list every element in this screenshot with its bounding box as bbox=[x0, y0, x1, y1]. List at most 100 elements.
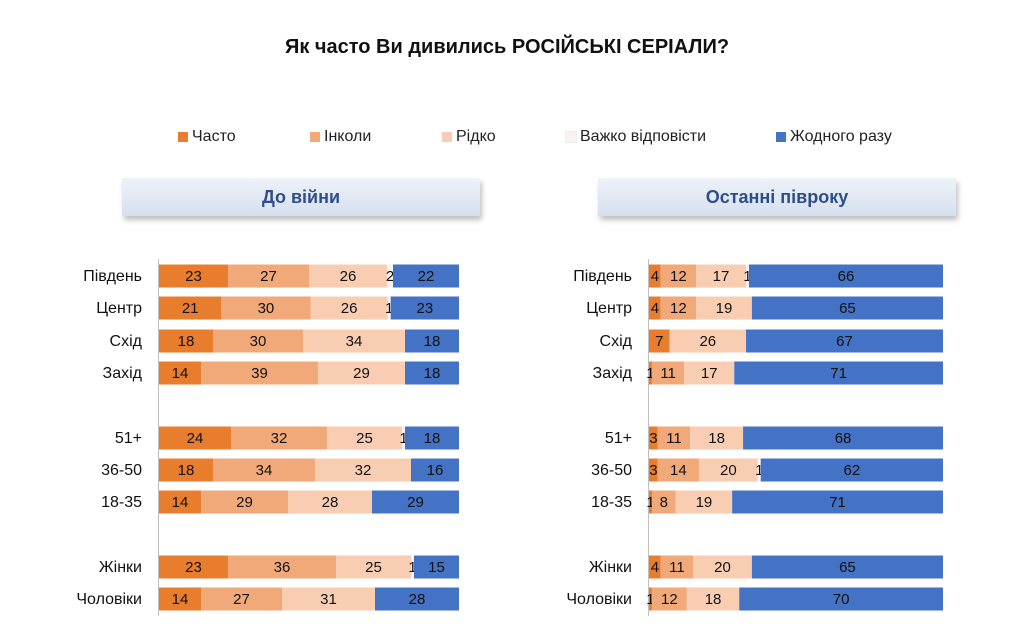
bar-segment bbox=[159, 555, 228, 579]
bar-segment bbox=[213, 458, 315, 482]
category-label: Центр bbox=[586, 300, 632, 317]
data-label: 66 bbox=[838, 268, 855, 285]
bar-segment bbox=[675, 490, 733, 514]
data-label: 23 bbox=[416, 300, 433, 317]
category-label: Жінки bbox=[589, 559, 632, 576]
category-label: Центр bbox=[96, 300, 142, 317]
bar-segment bbox=[693, 555, 752, 579]
data-label: 30 bbox=[258, 300, 275, 317]
legend-item-sometimes: Інколи bbox=[310, 128, 371, 146]
bar-segment bbox=[405, 361, 459, 385]
bar-segment bbox=[649, 264, 661, 288]
data-label: 7 bbox=[655, 333, 663, 350]
bar-segment bbox=[751, 296, 943, 320]
bar-segment bbox=[732, 490, 943, 514]
chart-title: Як часто Ви дивились РОСІЙСЬКІ СЕРІАЛИ? bbox=[284, 36, 730, 58]
bar-segment bbox=[393, 264, 459, 288]
legend-label-sometimes: Інколи bbox=[324, 128, 372, 145]
legend-label-rarely: Рідко bbox=[456, 128, 496, 145]
category-label: 36-50 bbox=[591, 462, 632, 479]
bar-segment bbox=[159, 490, 201, 514]
legend-item-rarely: Рідко bbox=[442, 128, 496, 146]
data-label: 18 bbox=[424, 430, 441, 447]
data-label: 2 bbox=[386, 268, 394, 285]
bar-segment bbox=[748, 264, 943, 288]
legend-item-never: Жодного разу bbox=[776, 128, 892, 146]
data-label: 1 bbox=[408, 559, 416, 576]
legend-swatch-often bbox=[178, 132, 188, 142]
data-label: 68 bbox=[835, 430, 852, 447]
data-label: 3 bbox=[649, 430, 657, 447]
legend: Часто Інколи Рідко Важко відповісти Жодн… bbox=[0, 128, 1014, 152]
data-label: 18 bbox=[705, 591, 722, 608]
category-label: Чоловіки bbox=[566, 591, 632, 608]
data-label: 27 bbox=[260, 268, 277, 285]
panel-header-before-war: До війни bbox=[122, 178, 480, 216]
bar-segment bbox=[213, 329, 303, 353]
legend-item-hard-to-say: Важко відповісти bbox=[565, 128, 706, 146]
category-label: Схід bbox=[110, 333, 143, 350]
data-label: 24 bbox=[187, 430, 204, 447]
bar-segment bbox=[159, 361, 201, 385]
data-label: 23 bbox=[185, 559, 202, 576]
bar-segment bbox=[318, 361, 405, 385]
data-label: 32 bbox=[355, 462, 372, 479]
bar-segment bbox=[649, 296, 661, 320]
bar-segment bbox=[387, 264, 393, 288]
bar-segment bbox=[201, 490, 288, 514]
bar-segment bbox=[387, 296, 391, 320]
bar-segment bbox=[649, 458, 658, 482]
data-label: 8 bbox=[660, 494, 668, 511]
bar-segment bbox=[660, 296, 697, 320]
data-label: 28 bbox=[322, 494, 339, 511]
bar-segment bbox=[649, 555, 661, 579]
data-label: 11 bbox=[669, 559, 685, 576]
bar-segment bbox=[221, 296, 311, 320]
data-label: 4 bbox=[651, 268, 659, 285]
bar-segment bbox=[690, 426, 744, 450]
bar-segment bbox=[657, 458, 699, 482]
data-label: 18 bbox=[424, 365, 441, 382]
bar-segment bbox=[411, 458, 459, 482]
bar-segment bbox=[739, 587, 943, 611]
category-label: Жінки bbox=[99, 559, 142, 576]
data-label: 16 bbox=[427, 462, 444, 479]
data-label: 1 bbox=[646, 494, 654, 511]
bar-segment bbox=[411, 555, 414, 579]
data-label: 1 bbox=[385, 300, 393, 317]
data-label: 34 bbox=[346, 333, 363, 350]
bar-segment bbox=[309, 264, 387, 288]
legend-swatch-hard-to-say bbox=[565, 131, 577, 143]
category-label: Південь bbox=[573, 268, 632, 285]
bar-segment bbox=[743, 426, 943, 450]
category-label: Схід bbox=[600, 333, 633, 350]
data-label: 34 bbox=[256, 462, 273, 479]
bar-segment bbox=[649, 490, 652, 514]
bar-segment bbox=[698, 458, 758, 482]
bar-segment bbox=[402, 426, 405, 450]
data-label: 15 bbox=[428, 559, 445, 576]
data-label: 71 bbox=[830, 365, 847, 382]
bar-segment bbox=[327, 426, 402, 450]
data-label: 71 bbox=[829, 494, 846, 511]
data-label: 32 bbox=[271, 430, 288, 447]
legend-swatch-rarely bbox=[442, 132, 452, 142]
bar-segment bbox=[414, 555, 459, 579]
bar-segment bbox=[696, 264, 747, 288]
bar-segment bbox=[201, 587, 282, 611]
data-label: 4 bbox=[651, 300, 659, 317]
data-label: 70 bbox=[833, 591, 850, 608]
category-label: 18-35 bbox=[101, 494, 142, 511]
data-label: 29 bbox=[407, 494, 424, 511]
panel-header-last-half-year: Останні півроку bbox=[598, 178, 956, 216]
bar-segment bbox=[651, 587, 687, 611]
bar-segment bbox=[746, 264, 749, 288]
bar-segment bbox=[651, 490, 676, 514]
bar-segment bbox=[746, 329, 943, 353]
data-label: 18 bbox=[708, 430, 725, 447]
bar-segment bbox=[649, 361, 652, 385]
data-label: 12 bbox=[670, 300, 687, 317]
data-label: 14 bbox=[172, 494, 189, 511]
bar-segment bbox=[310, 296, 388, 320]
